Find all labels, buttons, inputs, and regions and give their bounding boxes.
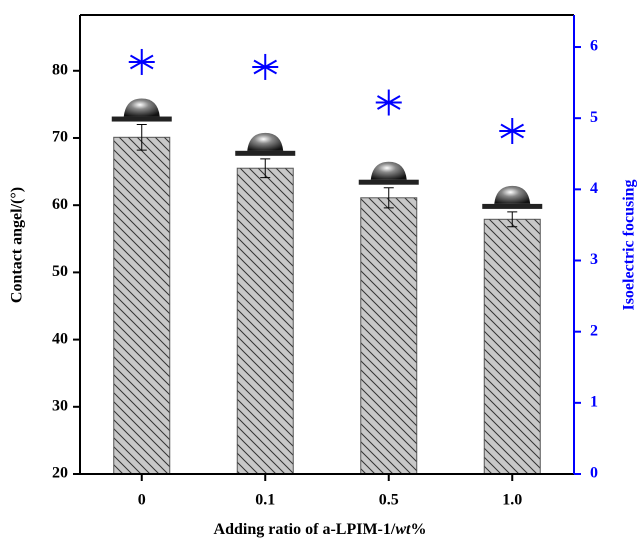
droplet xyxy=(247,132,284,151)
droplet-base xyxy=(235,150,296,156)
droplet-base xyxy=(358,179,419,185)
droplet-base xyxy=(482,203,543,209)
x-tick-label: 1.0 xyxy=(502,492,522,509)
x-tick-label: 0.5 xyxy=(379,492,399,509)
error-bar xyxy=(383,187,394,209)
y-tick-label: 40 xyxy=(52,330,68,347)
y2-tick-label: 5 xyxy=(590,109,598,126)
bar xyxy=(113,136,171,475)
x-label-part: % xyxy=(410,521,426,538)
droplet xyxy=(370,161,407,180)
bar xyxy=(360,197,418,475)
x-axis-label: Adding ratio of a-LPIM-1/wt% xyxy=(214,521,427,538)
x-tick-label: 0 xyxy=(138,492,146,509)
y2-tick-label: 3 xyxy=(590,251,598,268)
y-tick-label: 80 xyxy=(52,61,68,78)
error-bar xyxy=(507,211,518,228)
bar xyxy=(483,218,541,475)
x-label-part: wt xyxy=(395,521,411,538)
droplet xyxy=(494,185,531,204)
y-tick-label: 60 xyxy=(52,196,68,213)
x-label-part: Adding ratio of a-LPIM-1/ xyxy=(214,521,396,538)
asterisk-marker xyxy=(375,89,402,116)
error-bar xyxy=(260,158,271,179)
y2-tick-label: 2 xyxy=(590,322,598,339)
error-bar xyxy=(136,124,147,151)
y-tick-label: 50 xyxy=(52,263,68,280)
y-axis-label: Contact angel/(°) xyxy=(9,187,26,303)
asterisk-marker xyxy=(128,48,155,75)
y2-tick-label: 1 xyxy=(590,394,598,411)
bar xyxy=(236,167,294,475)
droplet-base xyxy=(111,116,172,122)
x-tick-label: 0.1 xyxy=(255,492,275,509)
y2-axis-label: Isoelectric focusing xyxy=(621,179,638,310)
asterisk-marker xyxy=(499,117,526,144)
y2-tick-label: 4 xyxy=(590,180,598,197)
y-tick-label: 20 xyxy=(52,465,68,482)
y-tick-label: 30 xyxy=(52,397,68,414)
asterisk-marker xyxy=(252,53,279,80)
droplet xyxy=(123,98,160,117)
y-tick-label: 70 xyxy=(52,129,68,146)
y2-tick-label: 0 xyxy=(590,465,598,482)
y2-tick-label: 6 xyxy=(590,38,598,55)
